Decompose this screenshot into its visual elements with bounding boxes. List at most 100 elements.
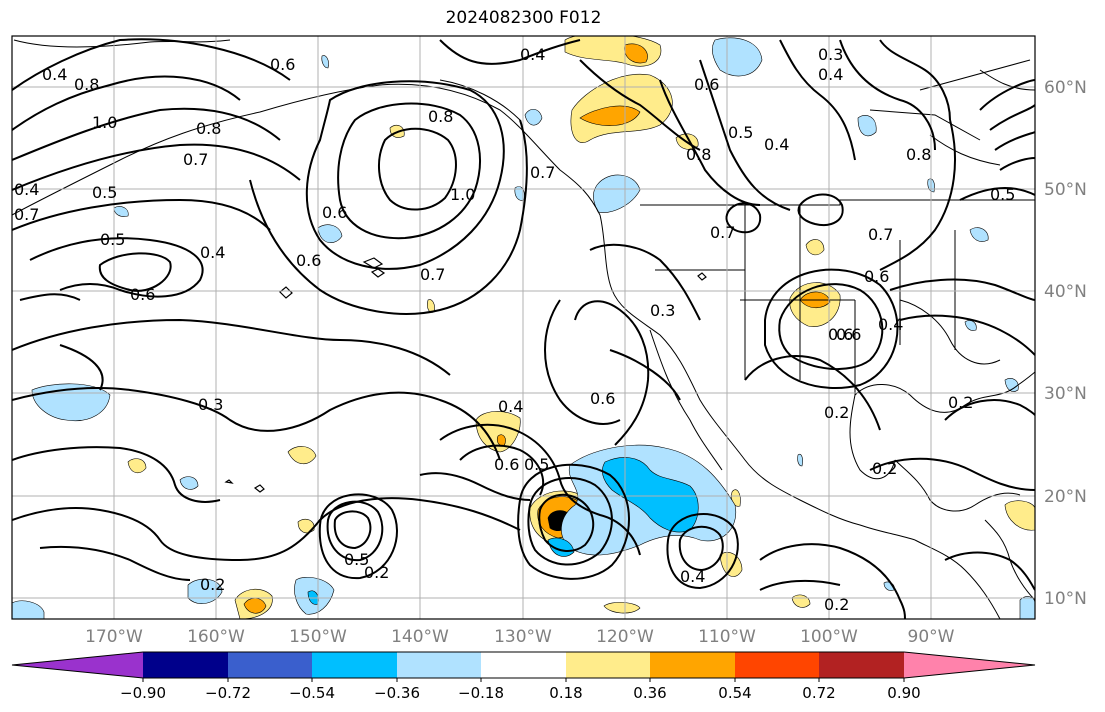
contour-label: 0.4 (42, 65, 67, 84)
contour-label: 0.4 (498, 397, 523, 416)
lon-label: 140°W (391, 627, 449, 647)
positive-area (243, 597, 267, 614)
negative-area (1004, 378, 1019, 392)
contour-label: 0.2 (948, 393, 973, 412)
map-title: 2024082300 F012 (445, 8, 602, 28)
contour-label: 0.4 (764, 135, 789, 154)
contour-label: 0.5 (990, 185, 1015, 204)
negative-area (964, 320, 977, 331)
contour-label: 0.6 (836, 325, 861, 344)
contour-labels: 0.4 0.3 0.4 0.6 0.5 0.8 0.4 0.8 0.7 1.0 … (14, 45, 1015, 614)
colorbar-segment (143, 652, 228, 678)
lon-label: 110°W (698, 627, 756, 647)
colorbar-extend-high (904, 652, 1035, 678)
contour-label: 0.6 (322, 203, 347, 222)
positive-area (297, 518, 315, 534)
map-frame (11, 35, 1036, 620)
contour-label: 0.8 (906, 145, 931, 164)
lon-label: 150°W (289, 627, 347, 647)
positive-area (1004, 500, 1035, 531)
contour-label: 0.4 (520, 45, 545, 64)
negative-area (317, 224, 343, 243)
negative-area (113, 206, 129, 217)
positive-area (731, 489, 741, 507)
colorbar-label: 0.36 (633, 684, 666, 702)
negative-area (321, 55, 329, 69)
contour-label: 0.8 (74, 75, 99, 94)
colorbar-label: −0.18 (458, 684, 504, 702)
contour-label: 0.7 (710, 223, 735, 242)
colorbar: −0.90 −0.72 −0.54 −0.36 −0.18 0.18 0.36 … (11, 651, 1036, 702)
contour-label: 0.3 (198, 395, 223, 414)
contour-label: 0.7 (183, 150, 208, 169)
colorbar-segment (481, 652, 566, 678)
negative-area (1019, 596, 1035, 619)
contour-label: 0.4 (14, 180, 39, 199)
contour-label: 0.6 (694, 75, 719, 94)
lat-label: 60°N (1044, 78, 1087, 98)
lon-label: 130°W (494, 627, 552, 647)
contour-label: 0.6 (270, 55, 295, 74)
colorbar-label: 0.72 (802, 684, 835, 702)
negative-area (179, 476, 199, 490)
colorbar-segment (312, 652, 397, 678)
lat-label: 10°N (1044, 589, 1087, 609)
colorbar-segment (650, 652, 735, 678)
contour-label: 0.4 (200, 243, 225, 262)
positive-area (624, 43, 648, 64)
contour-label: 0.6 (590, 389, 615, 408)
colorbar-segment (228, 652, 312, 678)
colorbar-segment (735, 652, 819, 678)
contour-label: 0.5 (728, 123, 753, 142)
longitude-labels: 170°W 160°W 150°W 140°W 130°W 120°W 110°… (85, 627, 955, 647)
lat-label: 30°N (1044, 384, 1087, 404)
colorbar-segment (819, 652, 904, 678)
contour-label: 0.7 (420, 265, 445, 284)
lat-label: 20°N (1044, 487, 1087, 507)
lon-label: 160°W (187, 627, 245, 647)
contour-label: 0.8 (686, 145, 711, 164)
positive-area (603, 602, 641, 614)
contour-label: 0.6 (296, 251, 321, 270)
contour-label: 0.2 (364, 563, 389, 582)
negative-area (593, 174, 641, 213)
lat-label: 50°N (1044, 180, 1087, 200)
negative-area (12, 600, 45, 619)
contour-label: 1.0 (450, 185, 475, 204)
positive-area (127, 458, 147, 474)
lon-label: 90°W (908, 627, 955, 647)
contour-label: 1.0 (92, 113, 117, 132)
lon-label: 100°W (800, 627, 858, 647)
contour-label: 0.8 (428, 107, 453, 126)
contour-label: 0.3 (818, 45, 843, 64)
contour-label: 0.6 (494, 455, 519, 474)
negative-area (797, 453, 803, 467)
colorbar-label: 0.18 (549, 684, 582, 702)
contour-label: 0.5 (92, 183, 117, 202)
colorbar-label: −0.90 (120, 684, 166, 702)
islands (224, 257, 707, 493)
lon-label: 170°W (85, 627, 143, 647)
colorbar-segment (397, 652, 481, 678)
negative-area (857, 115, 877, 137)
colorbar-ticks (142, 678, 905, 682)
contour-lines (12, 38, 1035, 619)
coastlines (12, 39, 1035, 619)
colorbar-label: 0.54 (718, 684, 751, 702)
graticule (12, 36, 1035, 619)
contour-label: 0.4 (878, 315, 903, 334)
lat-label: 40°N (1044, 282, 1087, 302)
positive-area (805, 239, 825, 256)
positive-area (287, 446, 317, 465)
contour-label: 0.7 (14, 205, 39, 224)
contour-label: 0.4 (680, 567, 705, 586)
positive-area (475, 411, 521, 453)
contour-label: 0.7 (530, 163, 555, 182)
colorbar-label: −0.36 (374, 684, 420, 702)
contour-label: 0.3 (650, 301, 675, 320)
negative-area (969, 227, 989, 242)
contour-label: 0.2 (200, 575, 225, 594)
colorbar-segment (566, 652, 650, 678)
contour-label: 0.5 (100, 230, 125, 249)
contour-label: 0.6 (864, 267, 889, 286)
